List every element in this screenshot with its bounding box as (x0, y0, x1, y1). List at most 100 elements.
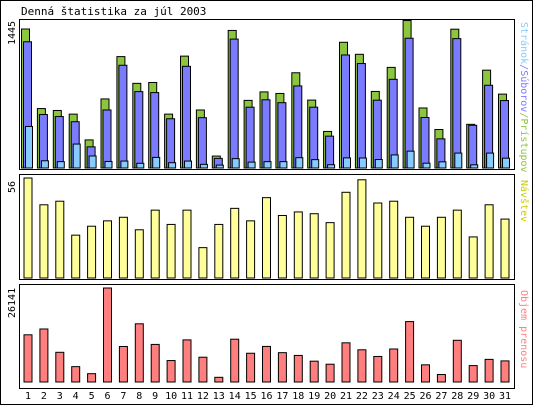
bar-objem-day-16 (262, 345, 271, 383)
bar-navstev-day-1 (23, 177, 33, 279)
bar-stranok-day-29 (468, 124, 478, 169)
panel-bottom-ymax-label: 26141 (7, 288, 18, 318)
bar-suborov-day-22 (358, 157, 367, 169)
panel-middle: 56 Návštev (7, 174, 530, 280)
panel-middle-bars (23, 177, 510, 279)
bar-suborov-day-3 (56, 161, 65, 169)
panel-top-ymax-label: 1445 (7, 21, 18, 45)
bar-suborov-day-29 (470, 164, 479, 169)
bar-objem-day-25 (405, 321, 415, 383)
bar-navstev-day-28 (452, 209, 462, 279)
bar-suborov-day-20 (327, 164, 336, 169)
bar-objem-day-8 (134, 323, 144, 383)
bar-objem-day-21 (341, 342, 351, 383)
bar-suborov-day-19 (311, 159, 320, 169)
bar-navstev-day-27 (436, 216, 446, 279)
x-tick-label-day-17: 17 (276, 391, 288, 402)
bar-suborov-day-25 (406, 150, 415, 169)
legend-item: Prístupov (518, 118, 530, 172)
legend-item: Súborov (518, 70, 530, 112)
x-tick-label-day-24: 24 (388, 391, 400, 402)
x-tick-label-day-3: 3 (57, 391, 63, 402)
x-tick-label-day-9: 9 (152, 391, 158, 402)
bar-objem-day-1 (23, 334, 33, 383)
bar-navstev-day-7 (118, 216, 128, 279)
x-tick-label-day-23: 23 (372, 391, 384, 402)
bar-objem-day-20 (325, 363, 335, 383)
bar-suborov-day-2 (40, 160, 49, 169)
bar-objem-day-29 (468, 365, 478, 383)
bar-objem-day-17 (277, 352, 287, 383)
bar-stranok-day-16 (261, 99, 271, 169)
bar-stranok-day-2 (38, 114, 48, 169)
bar-navstev-day-15 (246, 220, 256, 279)
panel-bottom-bars (23, 287, 510, 383)
bar-objem-day-2 (39, 328, 49, 383)
bar-navstev-day-6 (103, 220, 112, 279)
panel-top-legend: Stránok/Súborov/Prístupov (518, 22, 530, 173)
bar-objem-day-5 (87, 373, 97, 383)
bar-suborov-day-8 (136, 162, 145, 169)
panel-bottom-frame (19, 284, 515, 389)
bar-stranok-day-8 (134, 91, 144, 169)
panel-top-bars (21, 20, 510, 169)
x-tick-label-day-13: 13 (213, 391, 225, 402)
x-tick-label-day-29: 29 (467, 391, 479, 402)
bar-stranok-day-3 (54, 116, 64, 169)
bar-objem-day-6 (103, 287, 112, 383)
bar-stranok-day-11 (182, 65, 191, 169)
bar-objem-day-15 (246, 352, 256, 383)
bar-suborov-day-27 (438, 161, 447, 169)
legend-item: / (518, 112, 529, 118)
bar-navstev-day-14 (230, 207, 240, 279)
bar-objem-day-3 (55, 351, 65, 383)
legend-item: Objem prenosu (518, 290, 529, 368)
bar-suborov-day-30 (486, 152, 495, 169)
bar-stranok-day-18 (293, 85, 303, 169)
bar-stranok-day-26 (420, 116, 430, 169)
bar-navstev-day-25 (405, 216, 415, 279)
legend-item: Stránok (518, 22, 530, 64)
bar-navstev-day-22 (357, 179, 367, 279)
x-tick-label-day-1: 1 (25, 391, 31, 402)
bar-objem-day-9 (150, 343, 160, 383)
panel-bottom-legend: Objem prenosu (518, 290, 529, 368)
chart-title: Denná štatistika za júl 2003 (21, 5, 206, 18)
bar-suborov-day-16 (263, 161, 272, 169)
bar-objem-day-31 (500, 360, 510, 383)
bar-suborov-day-9 (152, 156, 161, 169)
bar-navstev-day-9 (150, 209, 160, 279)
bar-stranok-day-15 (245, 106, 255, 169)
bar-stranok-day-22 (356, 63, 366, 169)
bar-navstev-day-3 (55, 200, 65, 279)
bar-navstev-day-8 (134, 229, 144, 279)
x-tick-label-day-14: 14 (229, 391, 241, 402)
x-tick-label-day-5: 5 (89, 391, 95, 402)
bar-navstev-day-26 (421, 225, 430, 279)
x-tick-label-day-11: 11 (181, 391, 193, 402)
bar-navstev-day-12 (198, 247, 208, 279)
bar-navstev-day-29 (468, 236, 478, 279)
bar-navstev-day-23 (373, 202, 383, 279)
bar-objem-day-24 (389, 348, 399, 383)
bar-navstev-day-2 (39, 204, 49, 279)
bar-suborov-day-7 (120, 160, 129, 169)
bar-suborov-day-23 (374, 159, 383, 169)
x-tick-label-day-18: 18 (292, 391, 304, 402)
x-tick-label-day-26: 26 (419, 391, 431, 402)
x-tick-label-day-7: 7 (120, 391, 126, 402)
bar-navstev-day-13 (214, 223, 224, 279)
bar-navstev-day-24 (389, 200, 399, 279)
bar-suborov-day-10 (168, 162, 177, 169)
x-tick-label-day-8: 8 (136, 391, 142, 402)
bar-stranok-day-19 (309, 106, 319, 169)
x-tick-label-day-2: 2 (41, 391, 47, 402)
bar-objem-day-10 (166, 360, 176, 383)
x-tick-label-day-22: 22 (356, 391, 368, 402)
bar-stranok-day-9 (150, 92, 160, 169)
bar-objem-day-18 (293, 354, 303, 383)
bar-suborov-day-28 (454, 152, 463, 169)
bar-suborov-day-4 (72, 143, 81, 169)
bar-navstev-day-16 (262, 197, 271, 279)
